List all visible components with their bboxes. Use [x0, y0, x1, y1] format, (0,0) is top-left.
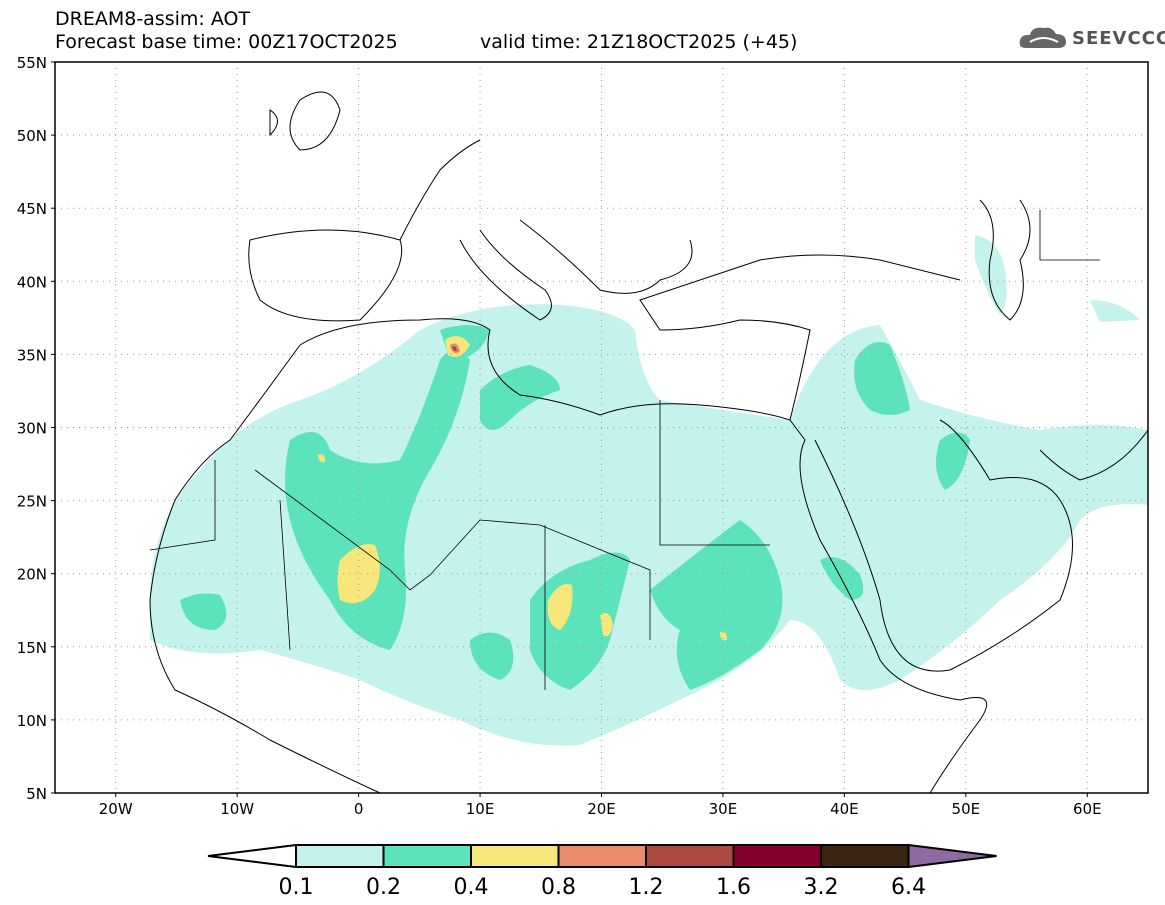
seevccc-logo: SEEVCCC	[1018, 24, 1165, 52]
colorbar-label: 3.2	[804, 875, 839, 900]
lon-label: 40E	[830, 800, 859, 818]
valid-time: valid time: 21Z18OCT2025 (+45)	[480, 31, 798, 53]
colorbar-label: 1.2	[629, 875, 664, 900]
lat-label: 20N	[17, 566, 47, 584]
lon-label: 50E	[952, 800, 981, 818]
forecast-base-time: Forecast base time: 00Z17OCT2025	[55, 31, 398, 53]
lat-label: 25N	[17, 493, 47, 511]
aot-contour-0.1	[150, 304, 1148, 746]
colorbar-label: 0.2	[366, 875, 401, 900]
lat-label: 30N	[17, 420, 47, 438]
lon-label: 20E	[587, 800, 616, 818]
aot-contour-0.1-caspian	[975, 235, 1140, 322]
lat-label: 10N	[17, 712, 47, 730]
aot-contour-1.2	[452, 346, 457, 352]
lon-label: 20W	[99, 800, 133, 818]
colorbar-label: 0.1	[279, 875, 314, 900]
colorbar-swatch	[645, 844, 735, 868]
lon-label: 10E	[466, 800, 495, 818]
colorbar-swatch	[295, 844, 385, 868]
colorbar-arrow-high	[907, 843, 997, 869]
colorbar-swatch	[732, 844, 822, 868]
aot-contour-0.2-central	[470, 552, 630, 690]
lat-label: 45N	[17, 200, 47, 218]
lon-label: 10W	[220, 800, 254, 818]
lon-label: 30E	[709, 800, 738, 818]
aot-contour-0.2-east	[650, 520, 783, 690]
colorbar-label: 0.4	[454, 875, 489, 900]
graticule	[55, 62, 1148, 793]
coastlines	[149, 91, 1149, 794]
colorbar: 0.1 0.2 0.4 0.8 1.2 1.6 3.2 6.4	[207, 843, 997, 900]
lon-label: 60E	[1073, 800, 1102, 818]
lat-label: 55N	[17, 54, 47, 72]
colorbar-swatch	[470, 844, 560, 868]
lat-label: 50N	[17, 127, 47, 145]
colorbar-label: 6.4	[891, 875, 926, 900]
political-borders	[149, 210, 1100, 690]
lat-label: 40N	[17, 273, 47, 291]
longitude-labels: 20W 10W 0 10E 20E 30E 40E 50E 60E	[99, 793, 1102, 818]
latitude-labels: 55N 50N 45N 40N 35N 30N 25N 20N 15N 10N 5N	[17, 54, 55, 803]
aot-contour-0.2-west	[285, 350, 470, 650]
colorbar-label: 1.6	[716, 875, 751, 900]
colorbar-label: 0.8	[541, 875, 576, 900]
cloud-icon	[1019, 27, 1066, 48]
colorbar-swatch	[820, 844, 910, 868]
map-title: DREAM8-assim: AOT	[55, 8, 251, 30]
colorbar-swatch	[382, 844, 472, 868]
colorbar-swatch	[557, 844, 647, 868]
logo-text: SEEVCCC	[1072, 27, 1165, 49]
lon-label: 0	[354, 800, 364, 818]
aot-contour-0.2-iraq	[180, 342, 970, 630]
lat-label: 35N	[17, 346, 47, 364]
lat-label: 15N	[17, 639, 47, 657]
aot-field	[150, 235, 1148, 746]
lat-label: 5N	[26, 785, 47, 803]
colorbar-arrow-low	[207, 843, 297, 869]
